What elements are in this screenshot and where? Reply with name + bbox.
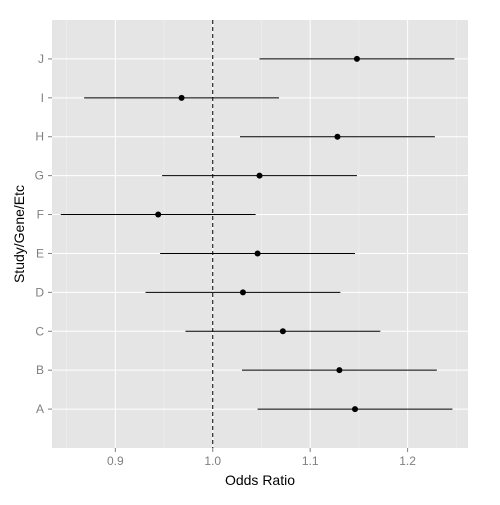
x-tick-label: 1.2 xyxy=(399,454,416,468)
x-axis-title: Odds Ratio xyxy=(225,472,295,488)
x-tick-label: 1.1 xyxy=(302,454,319,468)
y-tick-label: H xyxy=(35,130,44,144)
y-tick-label: F xyxy=(37,208,44,222)
point-estimate-a xyxy=(351,406,358,413)
x-tick-label: 1.0 xyxy=(204,454,221,468)
point-estimate-e xyxy=(254,250,261,257)
y-tick-label: A xyxy=(36,402,44,416)
y-tick-label: E xyxy=(36,246,44,260)
y-tick-label: G xyxy=(35,169,44,183)
y-tick-label: D xyxy=(35,285,44,299)
x-tick-label: 0.9 xyxy=(107,454,124,468)
x-axis-ticks: 0.9 1.0 1.1 1.2 xyxy=(107,448,416,468)
y-tick-label: J xyxy=(38,52,44,66)
plot-panel xyxy=(52,20,468,448)
point-estimate-c xyxy=(279,328,286,335)
y-axis-ticks: A B C D E F G H I J xyxy=(35,52,52,416)
point-estimate-j xyxy=(353,55,360,62)
point-estimate-d xyxy=(239,289,246,296)
point-estimate-i xyxy=(178,94,185,101)
y-axis-title: Study/Gene/Etc xyxy=(11,185,27,283)
point-estimate-g xyxy=(256,172,263,179)
point-estimate-f xyxy=(155,211,162,218)
point-estimate-b xyxy=(336,367,343,374)
y-tick-label: I xyxy=(41,91,44,105)
data-marks xyxy=(60,55,455,413)
y-tick-label: B xyxy=(36,363,44,377)
y-tick-label: C xyxy=(35,324,44,338)
point-estimate-h xyxy=(334,133,341,140)
